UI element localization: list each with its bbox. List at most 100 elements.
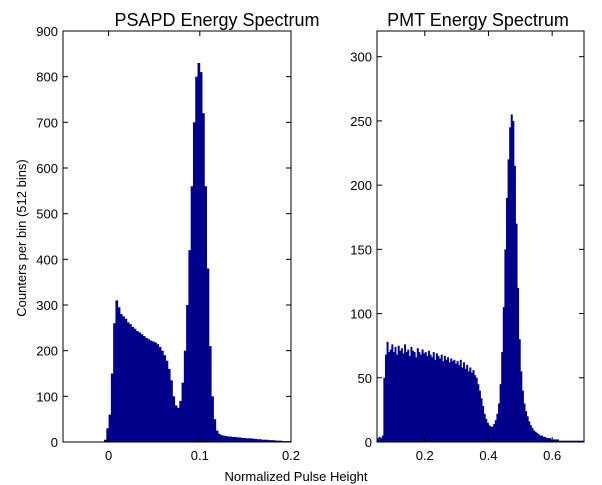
pmt-bar [451,361,454,442]
pmt-bar [474,375,477,442]
psapd-bar [190,186,194,442]
pmt-bar [533,430,536,442]
psapd-bar [151,341,155,442]
psapd-ticks: 0 100 200 300 400 500 600 700 800 900 0 0.1 0.2 [36,24,300,463]
pmt-bar [541,435,543,442]
psapd-bar [158,347,162,442]
pmt-bar [383,377,386,442]
psapd-bar [254,438,258,442]
pmt-bar [394,346,397,442]
pmt-bar [396,354,399,442]
psapd-bar [135,331,139,442]
pmt-bar [580,440,583,442]
pmt-bar [488,425,491,442]
pmt-bar [384,354,387,442]
psapd-bar [247,438,251,442]
pmt-bar [566,440,569,442]
pmt-bar [470,372,473,442]
pmt-bar [509,127,512,442]
pmt-bar [405,352,408,442]
pmt-bar [564,440,567,442]
psapd-bar [204,186,208,442]
psapd-bar [172,396,176,442]
psapd-bar [268,440,271,442]
psapd-bar [140,334,144,442]
pmt-bar [467,371,470,442]
pmt-xtick-label: 0.2 [416,448,434,463]
pmt-bar [485,418,488,442]
psapd-bar [177,407,180,442]
pmt-bar [560,440,563,442]
pmt-bar [408,355,411,442]
psapd-bar [215,430,219,442]
psapd-bar [213,419,217,442]
psapd-bar [104,439,107,442]
psapd-bar [108,414,112,442]
pmt-bar [501,352,504,442]
pmt-title: PMT Energy Spectrum [387,10,569,30]
pmt-bar [517,287,520,442]
psapd-bar [145,337,148,442]
psapd-bar [129,324,132,442]
pmt-bar [407,349,410,442]
pmt-bar [386,341,389,442]
pmt-bar [518,339,521,442]
psapd-bar [227,436,230,442]
pmt-bar [576,440,579,442]
pmt-bar [520,371,523,442]
pmt-bar [526,416,529,442]
pmt-bar [397,345,400,442]
pmt-bar [494,420,497,442]
pmt-bar [377,438,379,442]
pmt-bar [392,352,395,442]
psapd-bar [183,350,187,442]
psapd-bar [188,250,192,442]
psapd-bar [245,438,249,442]
pmt-bar [582,440,585,442]
pmt-bar [553,439,556,442]
pmt-bar [400,348,403,442]
pmt-bar [547,438,550,442]
psapd-axes-box [62,30,292,443]
pmt-bar [512,120,515,442]
pmt-bar [493,424,496,442]
pmt-bar [448,362,451,442]
psapd-bar [261,439,265,442]
psapd-bar [156,344,160,442]
psapd-bar [124,318,128,442]
psapd-bar [277,440,280,442]
pmt-bar [561,440,564,442]
psapd-bar [110,373,114,442]
psapd-bar [275,440,278,442]
pmt-bar [455,363,458,442]
psapd-bar [229,436,233,442]
psapd-bar [181,382,185,442]
pmt-bar [418,352,421,442]
psapd-ytick-label: 100 [36,389,58,404]
pmt-bar [450,358,453,442]
pmt-ytick-label: 300 [350,50,372,65]
pmt-bar [498,403,501,442]
psapd-bar [138,332,141,442]
psapd-bar [154,342,157,442]
pmt-bar [563,440,566,442]
pmt-bar [464,368,467,442]
psapd-bar [211,396,214,442]
pmt-bar [521,390,524,442]
pmt-bar [558,440,561,442]
pmt-bar [478,390,481,442]
pmt-xtick-label: 0.4 [479,448,497,463]
psapd-xtick-label: 0 [105,448,112,463]
psapd-bar [259,439,262,442]
psapd-bar [133,328,137,442]
psapd-title: PSAPD Energy Spectrum [114,10,319,30]
psapd-ytick-label: 900 [36,24,58,39]
pmt-bar [568,440,571,442]
pmt-bar [537,434,540,442]
psapd-bar [113,323,116,442]
pmt-bar [413,352,416,442]
psapd-bar [163,355,166,442]
pmt-bar [555,439,558,442]
pmt-ytick-label: 250 [350,114,372,129]
